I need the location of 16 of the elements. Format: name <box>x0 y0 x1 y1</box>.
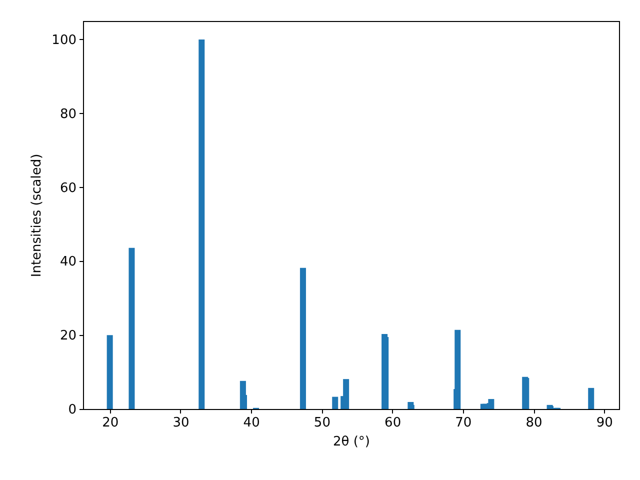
y-tick-label: 20 <box>60 328 76 344</box>
x-tick-label: 50 <box>314 416 330 430</box>
x-tick-label: 70 <box>455 416 472 430</box>
x-tick-label: 80 <box>526 416 542 430</box>
x-tick-label: 20 <box>102 416 119 430</box>
x-tick-label: 30 <box>172 416 190 430</box>
y-tick-label: 80 <box>60 106 76 122</box>
y-tick-label: 40 <box>60 254 76 270</box>
y-tick-label: 100 <box>52 32 76 48</box>
x-axis-title: 2θ (°) <box>332 434 370 450</box>
y-tick-label: 0 <box>68 402 76 418</box>
y-axis-title: Intensities (scaled) <box>30 154 45 278</box>
y-tick-label: 60 <box>60 180 76 196</box>
x-tick-label: 60 <box>384 416 402 430</box>
x-tick-label: 90 <box>596 416 613 430</box>
x-tick-label: 40 <box>243 416 260 430</box>
